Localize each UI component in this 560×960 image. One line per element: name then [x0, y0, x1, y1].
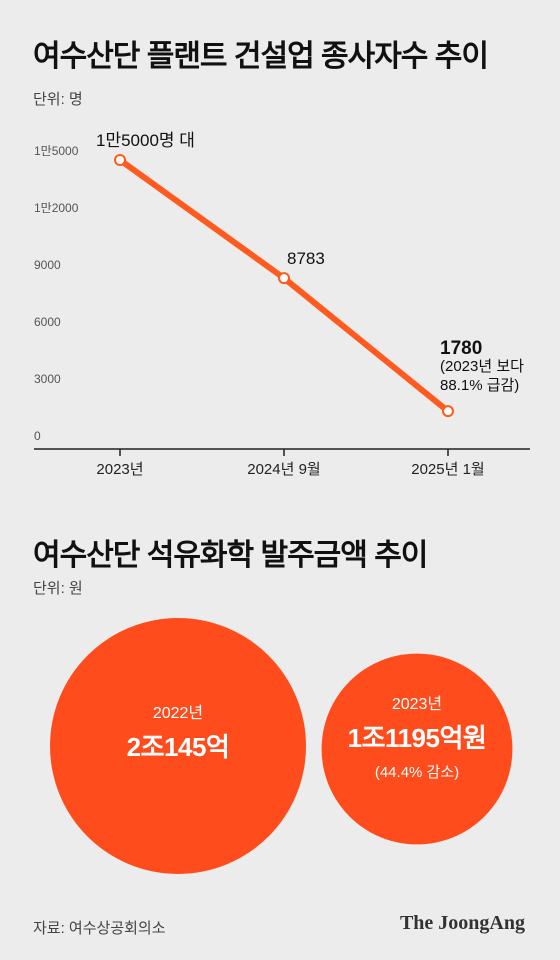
line-chart-unit: 단위: 명 — [33, 91, 83, 108]
bubble-0 — [50, 618, 306, 874]
x-tick-label-1: 2024년 9월 — [247, 461, 320, 478]
bubble-chart-unit: 단위: 원 — [33, 580, 83, 597]
line-chart-title: 여수산단 플랜트 건설업 종사자수 추이 — [33, 40, 489, 73]
bubble-note-1: (44.4% 감소) — [375, 764, 459, 781]
x-tick-label-2: 2025년 1월 — [411, 461, 484, 478]
data-note-line-2: 88.1% 급감) — [440, 377, 519, 394]
brand-logo: The JoongAng — [399, 912, 525, 934]
y-tick-label-0: 0 — [34, 429, 41, 443]
bubble-1 — [321, 653, 513, 845]
bubble-chart-title: 여수산단 석유화학 발주금액 추이 — [33, 539, 428, 572]
data-label-0: 1만5000명 대 — [96, 131, 195, 150]
x-tick-label-0: 2023년 — [96, 461, 143, 478]
y-tick-label-4: 1만2000 — [34, 201, 79, 215]
data-note-line-1: (2023년 보다 — [440, 358, 524, 375]
data-point-0 — [114, 154, 126, 166]
data-label-1: 8783 — [287, 249, 325, 268]
bubble-year-0: 2022년 — [153, 704, 203, 722]
bubble-year-1: 2023년 — [392, 695, 442, 713]
series-line — [117, 157, 451, 415]
data-label-2: 1780 — [440, 338, 482, 359]
y-tick-label-3: 9000 — [34, 258, 61, 272]
line-chart: 0 3000 6000 9000 1만2000 1만5000 2023년 2024년 9월 20… — [34, 131, 530, 478]
source-note: 자료: 여수상공회의소 — [33, 920, 166, 937]
y-tick-label-1: 3000 — [34, 372, 61, 386]
bubble-value-0: 2조145억 — [127, 732, 230, 762]
y-tick-label-2: 6000 — [34, 315, 61, 329]
data-point-1 — [278, 272, 290, 285]
data-point-2 — [442, 405, 454, 418]
bubble-value-1: 1조1195억원 — [348, 723, 487, 753]
y-tick-label-5: 1만5000 — [34, 144, 79, 158]
